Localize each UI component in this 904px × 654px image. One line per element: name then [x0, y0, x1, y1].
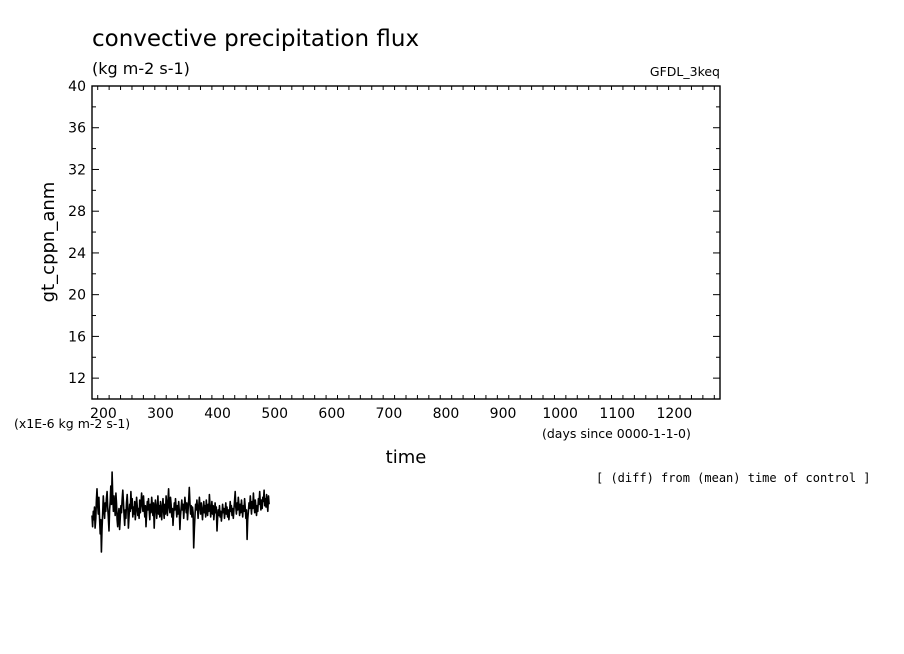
y-axis-label: gt_cppn_anm: [38, 182, 59, 303]
y-tick-label: 32: [68, 162, 86, 178]
y-tick-label: 40: [68, 79, 86, 95]
x-tick-label: 400: [204, 406, 231, 422]
y-tick-label: 28: [68, 204, 86, 220]
x-tick-label: 1100: [599, 406, 635, 422]
y-scale-note: (x1E-6 kg m-2 s-1): [14, 416, 130, 431]
model-label: GFDL_3keq: [650, 64, 720, 79]
difference-note: [ (diff) from (mean) time of control ]: [596, 471, 871, 485]
x-tick-label: 800: [433, 406, 460, 422]
x-axis-label: time: [386, 447, 427, 468]
y-tick-label: 12: [68, 371, 86, 387]
y-tick-label: 20: [68, 288, 86, 304]
y-tick-label: 36: [68, 121, 86, 137]
chart-title: convective precipitation flux: [92, 26, 419, 52]
x-tick-label: 700: [376, 406, 403, 422]
x-tick-label: 600: [318, 406, 345, 422]
x-tick-label: 1200: [657, 406, 693, 422]
x-tick-label: 300: [147, 406, 174, 422]
y-tick-label: 16: [68, 329, 86, 345]
y-tick-label: 24: [68, 246, 86, 262]
series-line: [91, 471, 270, 553]
x-tick-label: 1000: [542, 406, 578, 422]
plot-frame: [91, 85, 721, 400]
difference-series: [91, 471, 270, 553]
y-axis: 12 16 20 24 28 32 36 40: [68, 79, 720, 400]
x-tick-label: 900: [490, 406, 517, 422]
x-axis: 200 300 400 500 600 700 800 900 1000 1100 1200: [90, 86, 715, 422]
units-label: (kg m-2 s-1): [92, 59, 190, 78]
x-tick-label: 200: [90, 406, 117, 422]
x-tick-label: 500: [261, 406, 288, 422]
x-units-note: (days since 0000-1-1-0): [542, 426, 691, 441]
